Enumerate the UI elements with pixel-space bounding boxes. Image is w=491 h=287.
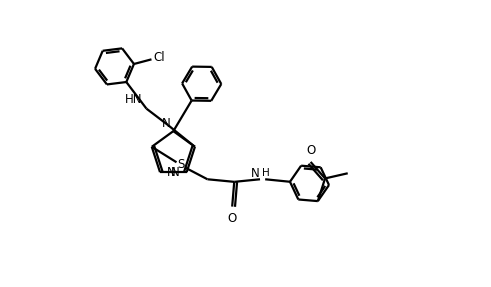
Text: N: N <box>171 166 180 179</box>
Text: N: N <box>162 117 170 130</box>
Text: N: N <box>251 166 260 180</box>
Text: HN: HN <box>125 93 142 106</box>
Text: Cl: Cl <box>154 51 165 64</box>
Text: H: H <box>262 168 270 178</box>
Text: S: S <box>177 158 184 171</box>
Text: N: N <box>167 166 176 179</box>
Text: O: O <box>227 212 237 225</box>
Text: O: O <box>306 144 315 157</box>
